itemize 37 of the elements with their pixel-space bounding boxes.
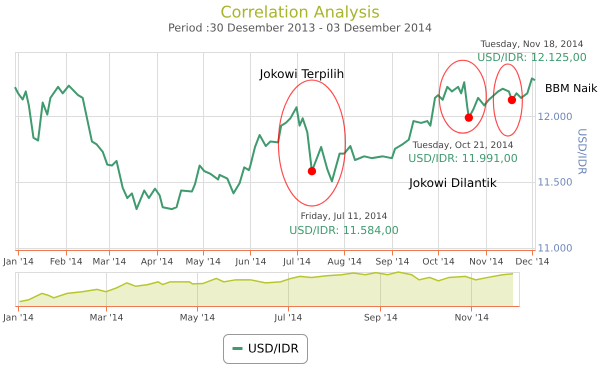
annotation: USD/IDR: 12.125,00 xyxy=(477,51,587,64)
x-tick-label: Nov '14 xyxy=(469,258,504,268)
x-tick-label: Sep '14 xyxy=(364,314,398,324)
x-tick-label: Dec '14 xyxy=(515,258,550,268)
x-tick-label: Jul '14 xyxy=(282,258,312,268)
x-tick-label: Jul '14 xyxy=(274,314,302,324)
annotation: Jokowi Dilantik xyxy=(408,176,497,190)
annotation: USD/IDR: 11.584,00 xyxy=(289,224,399,237)
y-tick-label: 11.500 xyxy=(538,178,572,189)
text: BBM Naik xyxy=(545,82,598,95)
x-tick-label: May '14 xyxy=(180,314,216,324)
text: Tuesday, Nov 18, 2014 xyxy=(480,40,584,50)
x-tick-label: Mar '14 xyxy=(90,314,124,324)
y-tick-label: 11.000 xyxy=(538,244,572,255)
x-tick-label: Aug '14 xyxy=(328,258,362,268)
x-tick-label: Oct '14 xyxy=(422,258,456,268)
legend-label: USD/IDR xyxy=(248,342,299,356)
y-axis-title: USD/IDR xyxy=(575,128,588,176)
annotation: Friday, Jul 11, 2014 xyxy=(300,212,388,222)
chart-title: Correlation Analysis xyxy=(220,2,380,22)
x-tick-label: Mar '14 xyxy=(92,258,126,268)
x-tick-label: Jun '14 xyxy=(234,258,267,268)
x-tick-label: Jan '14 xyxy=(2,314,34,324)
chart-subtitle: Period :30 Desember 2013 - 03 Desember 2014 xyxy=(168,22,432,34)
point xyxy=(464,113,474,122)
x-tick-label: Apr '14 xyxy=(140,258,174,268)
point xyxy=(508,96,516,104)
x-tick-label: Nov '14 xyxy=(454,314,490,324)
x-tick-label: Jan '14 xyxy=(2,258,34,268)
x-tick-label: Feb '14 xyxy=(50,258,83,268)
annotation: USD/IDR: 11.991,00 xyxy=(408,152,518,165)
annotation: Tuesday, Oct 21, 2014 xyxy=(412,141,514,151)
x-tick-label: Sep '14 xyxy=(376,258,410,268)
point xyxy=(308,167,316,176)
annotation: Jokowi Terpilih xyxy=(258,67,344,81)
x-tick-label: May '14 xyxy=(185,258,222,268)
y-tick-label: 12.000 xyxy=(538,112,572,123)
